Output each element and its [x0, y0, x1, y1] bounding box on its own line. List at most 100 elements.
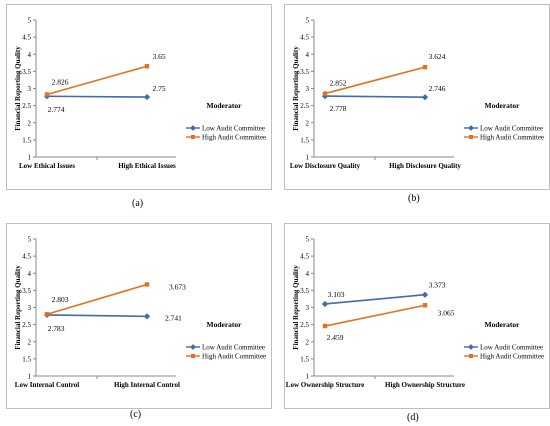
y-tick-label: 2.5 [300, 102, 309, 110]
y-tick-label: 3 [28, 85, 32, 93]
series-line [46, 314, 148, 318]
series-line [46, 283, 148, 316]
legend-marker [469, 135, 473, 139]
caption-c: (c) [130, 409, 142, 420]
data-point [421, 94, 429, 101]
data-label: 3.065 [438, 308, 455, 317]
y-tick-label: 3.5 [300, 287, 309, 295]
y-tick-label: 4 [306, 51, 310, 59]
x-category-label: High Disclosure Quality [389, 162, 461, 170]
data-point [44, 92, 50, 97]
legend-entry: Low Audit Committee [480, 344, 543, 352]
data-point [44, 312, 50, 317]
data-label: 2.778 [330, 104, 347, 113]
caption-a: (a) [132, 198, 144, 209]
legend-marker [191, 354, 195, 358]
chart-c: 1 1.5 2 2.5 3 3.5 4 4.5 5 Financial Reporting Qua… [6, 223, 272, 409]
series-line [324, 95, 426, 98]
chart-panel-b: 1 1.5 2 2.5 3 3.5 4 4.5 5 Financial Reporting Qua… [284, 4, 550, 190]
y-tick-label: 3 [306, 85, 310, 93]
y-tick-label: 5 [28, 17, 32, 25]
x-category-label: High Internal Control [114, 381, 180, 389]
y-axis-label: Financial Reporting Quality [14, 46, 22, 131]
legend-entry: Low Audit Committee [480, 125, 543, 133]
data-point [143, 313, 151, 320]
data-label: 2.741 [165, 313, 182, 322]
data-label: 3.65 [152, 52, 165, 61]
y-tick-label: 4 [28, 51, 32, 59]
y-tick-label: 4.5 [22, 34, 31, 42]
legend-title: Moderator [207, 320, 243, 329]
data-label: 3.103 [328, 290, 345, 299]
legend-marker [190, 344, 196, 350]
y-tick-label: 4.5 [22, 253, 31, 261]
x-category-label: Low Internal Control [15, 381, 79, 389]
y-tick-label: 3 [306, 304, 310, 312]
chart-frame [284, 223, 550, 409]
y-tick-label: 3.5 [22, 68, 31, 76]
data-point [144, 282, 150, 287]
y-tick-label: 1.5 [300, 136, 309, 144]
y-tick-label: 4 [306, 270, 310, 278]
legend-entry: Low Audit Committee [202, 125, 265, 133]
y-tick-label: 2.5 [22, 321, 31, 329]
y-axis-label: Financial Reporting Quality [292, 46, 300, 131]
legend-entry: Low Audit Committee [202, 344, 265, 352]
chart-a: 1 1.5 2 2.5 3 3.5 4 4.5 5 Financial Reporting Qua… [6, 4, 272, 190]
data-label: 2.746 [429, 84, 446, 93]
legend-title: Moderator [207, 101, 243, 110]
y-tick-label: 1 [306, 373, 310, 381]
data-label: 2.75 [152, 84, 165, 93]
x-category-label: Low Disclosure Quality [290, 162, 361, 170]
y-tick-label: 2 [28, 119, 32, 127]
legend-marker [190, 125, 196, 131]
y-tick-label: 2.5 [22, 102, 31, 110]
chart-panel-d: 1 1.5 2 2.5 3 3.5 4 4.5 5 Financial Reporting Qua… [284, 223, 550, 409]
series-line [46, 95, 148, 98]
y-tick-label: 5 [28, 236, 32, 244]
legend-entry: High Audit Committee [202, 353, 266, 361]
legend-entry: High Audit Committee [480, 353, 544, 361]
y-tick-label: 3 [28, 304, 32, 312]
data-label: 2.774 [48, 105, 65, 114]
x-category-label: Low Ownership Structure [286, 381, 364, 389]
legend-marker [468, 344, 474, 350]
legend-marker [468, 125, 474, 131]
chart-d: 1 1.5 2 2.5 3 3.5 4 4.5 5 Financial Reporting Qua… [284, 223, 550, 409]
data-point [322, 323, 328, 329]
data-point [422, 64, 428, 70]
chart-b: 1 1.5 2 2.5 3 3.5 4 4.5 5 Financial Reporting Qua… [284, 4, 550, 190]
series-line [324, 293, 426, 305]
legend-entry: High Audit Committee [202, 134, 266, 142]
data-label: 3.373 [429, 281, 446, 290]
series-line [46, 65, 148, 96]
y-tick-label: 1 [28, 154, 32, 162]
data-label: 3.624 [429, 52, 446, 61]
y-axis-label: Financial Reporting Quality [14, 265, 22, 350]
data-label: 2.803 [52, 295, 69, 304]
series-line [324, 304, 426, 327]
legend-title: Moderator [485, 101, 521, 110]
y-tick-label: 4.5 [300, 253, 309, 261]
x-category-label: Low Ethical Issues [19, 162, 75, 170]
y-tick-label: 3.5 [22, 287, 31, 295]
legend-marker [469, 354, 473, 358]
y-axis-label: Financial Reporting Quality [292, 265, 300, 350]
y-tick-label: 5 [306, 236, 310, 244]
data-label: 2.852 [330, 79, 347, 88]
legend-marker [191, 135, 195, 139]
data-point [144, 64, 150, 69]
y-tick-label: 3.5 [300, 68, 309, 76]
y-tick-label: 1.5 [22, 136, 31, 144]
data-point [322, 91, 328, 96]
y-tick-label: 1 [306, 154, 310, 162]
y-tick-label: 2 [306, 338, 310, 346]
data-label: 3.673 [169, 282, 186, 291]
legend-entry: High Audit Committee [480, 134, 544, 142]
series-line [324, 66, 426, 95]
data-point [143, 93, 151, 101]
y-tick-label: 2 [28, 338, 32, 346]
chart-panel-c: 1 1.5 2 2.5 3 3.5 4 4.5 5 Financial Reporting Qua… [6, 223, 272, 409]
legend-title: Moderator [485, 320, 521, 329]
y-tick-label: 1.5 [300, 355, 309, 363]
